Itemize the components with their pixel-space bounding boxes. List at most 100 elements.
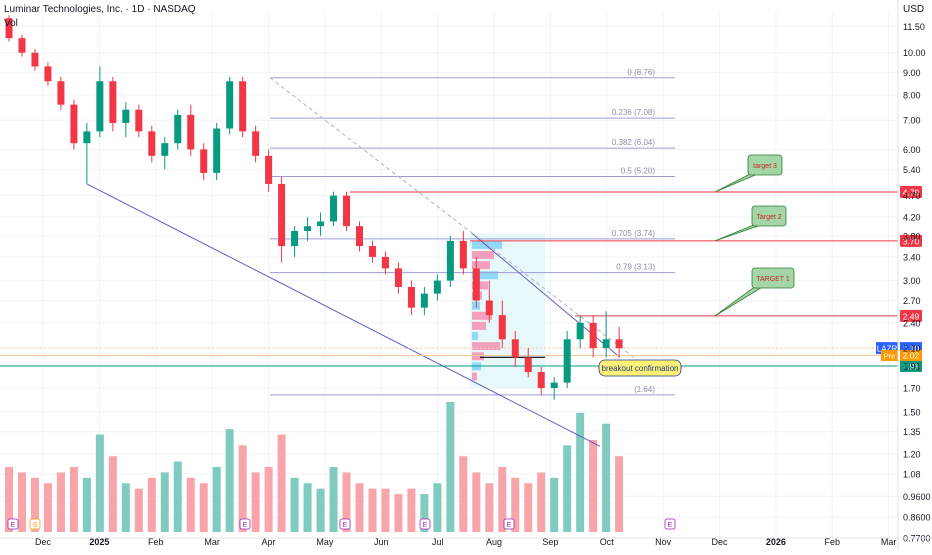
candle-body <box>394 268 402 288</box>
event-marker[interactable] <box>29 518 41 530</box>
profile-bar <box>472 321 486 330</box>
breakout-note-box[interactable] <box>598 359 682 377</box>
price-tag <box>900 186 922 199</box>
profile-bar <box>472 251 494 260</box>
volume-bar <box>381 488 390 532</box>
fib-trend-line[interactable] <box>269 77 641 363</box>
x-tick-label: Dec <box>711 537 728 547</box>
candle-body <box>550 382 558 389</box>
price-levels[interactable]: 4.79 3.70 2.49 1.91 LAZR 2.10 Pre 2.02 <box>0 186 922 373</box>
volume-bar <box>563 445 572 532</box>
target-callouts[interactable]: target 3 Target 2 TARGET 1 breakout confirm… <box>598 154 795 377</box>
event-marker-label: S <box>33 522 38 529</box>
candle-body <box>498 315 506 340</box>
event-marker[interactable] <box>239 518 251 530</box>
volume-bar <box>459 456 468 532</box>
volume-bar <box>108 456 117 532</box>
candle-body <box>446 240 454 281</box>
candle-body <box>44 66 52 82</box>
y-tick-label: 6.00 <box>903 145 921 155</box>
volume-bar <box>433 483 442 532</box>
target-box[interactable] <box>751 267 795 289</box>
event-marker[interactable] <box>503 518 515 530</box>
symbol-title[interactable]: Luminar Technologies, Inc. · 1D · NASDAQ <box>4 4 196 15</box>
candle-body <box>265 155 273 184</box>
volume-bar <box>576 412 585 532</box>
price-tag <box>900 309 922 322</box>
volume-bar <box>121 483 130 532</box>
x-tick-label: May <box>316 537 334 547</box>
candle-body <box>148 131 156 156</box>
candle-body <box>524 357 532 373</box>
target-box[interactable] <box>751 205 787 227</box>
chart-header: Luminar Technologies, Inc. · 1D · NASDAQ… <box>4 3 196 31</box>
y-tick-label: 1.08 <box>903 469 921 479</box>
volume-bar <box>30 477 39 532</box>
y-tick-label: 3.00 <box>903 276 921 286</box>
candle-body <box>109 81 117 123</box>
y-tick-label: 9.00 <box>903 68 921 78</box>
y-tick-label: 7.00 <box>903 116 921 126</box>
candlesticks <box>5 15 623 400</box>
volume-bar <box>303 483 312 532</box>
volume-bar <box>524 483 533 532</box>
volume-bar <box>212 467 221 532</box>
volume-bar <box>394 494 403 532</box>
fib-level-label: 0.705 (3.74) <box>612 229 655 238</box>
volume-bar <box>498 467 507 532</box>
candle-body <box>122 109 130 123</box>
candle-body <box>459 240 467 269</box>
candle-body <box>472 268 480 301</box>
fib-level-label: 0.236 (7.08) <box>612 108 655 117</box>
y-tick-label: 4.70 <box>903 191 921 201</box>
lower-trendline[interactable] <box>86 183 601 447</box>
candle-body <box>31 52 39 67</box>
candle-body <box>239 81 247 132</box>
volume-bar <box>186 477 195 532</box>
y-tick-label: 0.8600 <box>903 513 931 523</box>
candle-body <box>576 322 584 340</box>
fib-level-label: 0.5 (5.20) <box>621 166 656 175</box>
target-pointer <box>714 172 761 193</box>
event-marker[interactable] <box>339 518 351 530</box>
volume-bar <box>17 472 26 532</box>
volume-bar <box>173 461 182 532</box>
target-box[interactable] <box>747 154 783 176</box>
x-tick-label: 2026 <box>766 537 786 547</box>
candle-body <box>602 339 610 349</box>
event-marker[interactable] <box>7 518 19 530</box>
candle-body <box>252 131 260 156</box>
candle-body <box>135 109 143 132</box>
volume-bar <box>43 483 52 532</box>
volume-bar <box>238 445 247 532</box>
volume-bar <box>420 494 429 532</box>
candle-body <box>18 38 26 53</box>
event-marker[interactable] <box>419 518 431 530</box>
candle-body <box>96 81 104 132</box>
price-tag-label: 3.70 <box>903 236 920 246</box>
profile-bar <box>472 271 498 280</box>
price-tag-label: 1.91 <box>903 362 920 372</box>
candle-body <box>589 322 597 349</box>
candle-body <box>161 143 169 156</box>
volume-bar <box>225 429 234 532</box>
volume-bar <box>290 477 299 532</box>
currency-label[interactable]: USD <box>903 4 925 15</box>
fib-level-label: 0.382 (6.04) <box>612 138 655 147</box>
y-tick-label: 8.00 <box>903 90 921 100</box>
last-price-symbol: LAZR <box>877 345 898 354</box>
volume-bar <box>602 423 611 532</box>
candle-body <box>278 183 286 247</box>
y-tick-label: 1.70 <box>903 384 921 394</box>
trendlines[interactable] <box>86 77 641 447</box>
fibonacci-retracement[interactable]: 0 (8.76) 0.236 (7.08) 0.382 (6.04) 0.5 (5.2… <box>270 68 675 396</box>
event-marker[interactable] <box>664 518 676 530</box>
y-tick-label: 2.40 <box>903 318 921 328</box>
volume-bar <box>589 439 598 532</box>
fib-level-label: 0.79 (3.13) <box>616 263 655 272</box>
volume-bar <box>264 467 273 532</box>
